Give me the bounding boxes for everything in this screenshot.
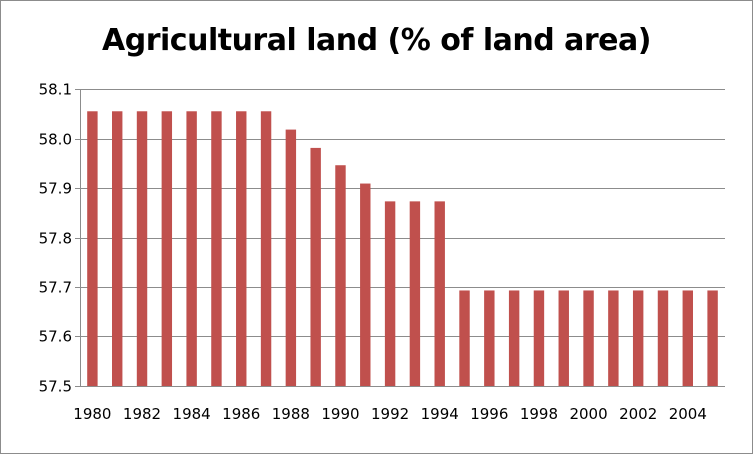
bar bbox=[236, 111, 247, 387]
bar bbox=[360, 183, 371, 386]
y-tick-label: 57.5 bbox=[39, 378, 72, 396]
bar bbox=[186, 111, 197, 387]
bar bbox=[583, 290, 594, 386]
y-tick-label: 58.1 bbox=[39, 81, 72, 99]
bar bbox=[657, 290, 669, 386]
y-tick-label: 57.7 bbox=[39, 279, 72, 297]
x-tick-label: 1980 bbox=[73, 405, 111, 423]
bar bbox=[434, 201, 445, 386]
y-tick-label: 57.8 bbox=[39, 230, 72, 248]
bar bbox=[112, 111, 123, 387]
bar bbox=[211, 111, 222, 387]
bar bbox=[558, 290, 569, 386]
bar bbox=[484, 290, 495, 386]
bar bbox=[87, 111, 98, 387]
x-tick-label: 2004 bbox=[669, 405, 707, 423]
bar bbox=[285, 129, 297, 386]
bar bbox=[260, 111, 272, 387]
x-tick-label: 1988 bbox=[272, 405, 310, 423]
bar bbox=[608, 290, 619, 386]
bar bbox=[508, 290, 520, 386]
bar bbox=[335, 165, 346, 386]
bar bbox=[632, 290, 644, 386]
x-tick-label: 1982 bbox=[123, 405, 161, 423]
bar bbox=[384, 201, 396, 386]
y-tick-label: 58.0 bbox=[39, 131, 72, 149]
x-tick-label: 1994 bbox=[421, 405, 459, 423]
bar bbox=[161, 111, 173, 387]
y-tick-label: 57.9 bbox=[39, 180, 72, 198]
x-tick-label: 1986 bbox=[222, 405, 260, 423]
chart-title: Agricultural land (% of land area) bbox=[102, 23, 651, 58]
x-tick-label: 1984 bbox=[173, 405, 211, 423]
bar bbox=[707, 290, 718, 386]
bar bbox=[409, 201, 421, 386]
x-tick-label: 2000 bbox=[569, 405, 607, 423]
y-tick-label: 57.6 bbox=[39, 328, 72, 346]
bar bbox=[310, 147, 321, 386]
x-tick-label: 1996 bbox=[470, 405, 508, 423]
x-tick-label: 1998 bbox=[520, 405, 558, 423]
x-tick-label: 2002 bbox=[619, 405, 657, 423]
x-tick-label: 1990 bbox=[321, 405, 359, 423]
x-tick-label: 1992 bbox=[371, 405, 409, 423]
bar bbox=[459, 290, 470, 386]
bar bbox=[136, 111, 148, 387]
bar bbox=[533, 290, 545, 386]
bar bbox=[682, 290, 693, 386]
